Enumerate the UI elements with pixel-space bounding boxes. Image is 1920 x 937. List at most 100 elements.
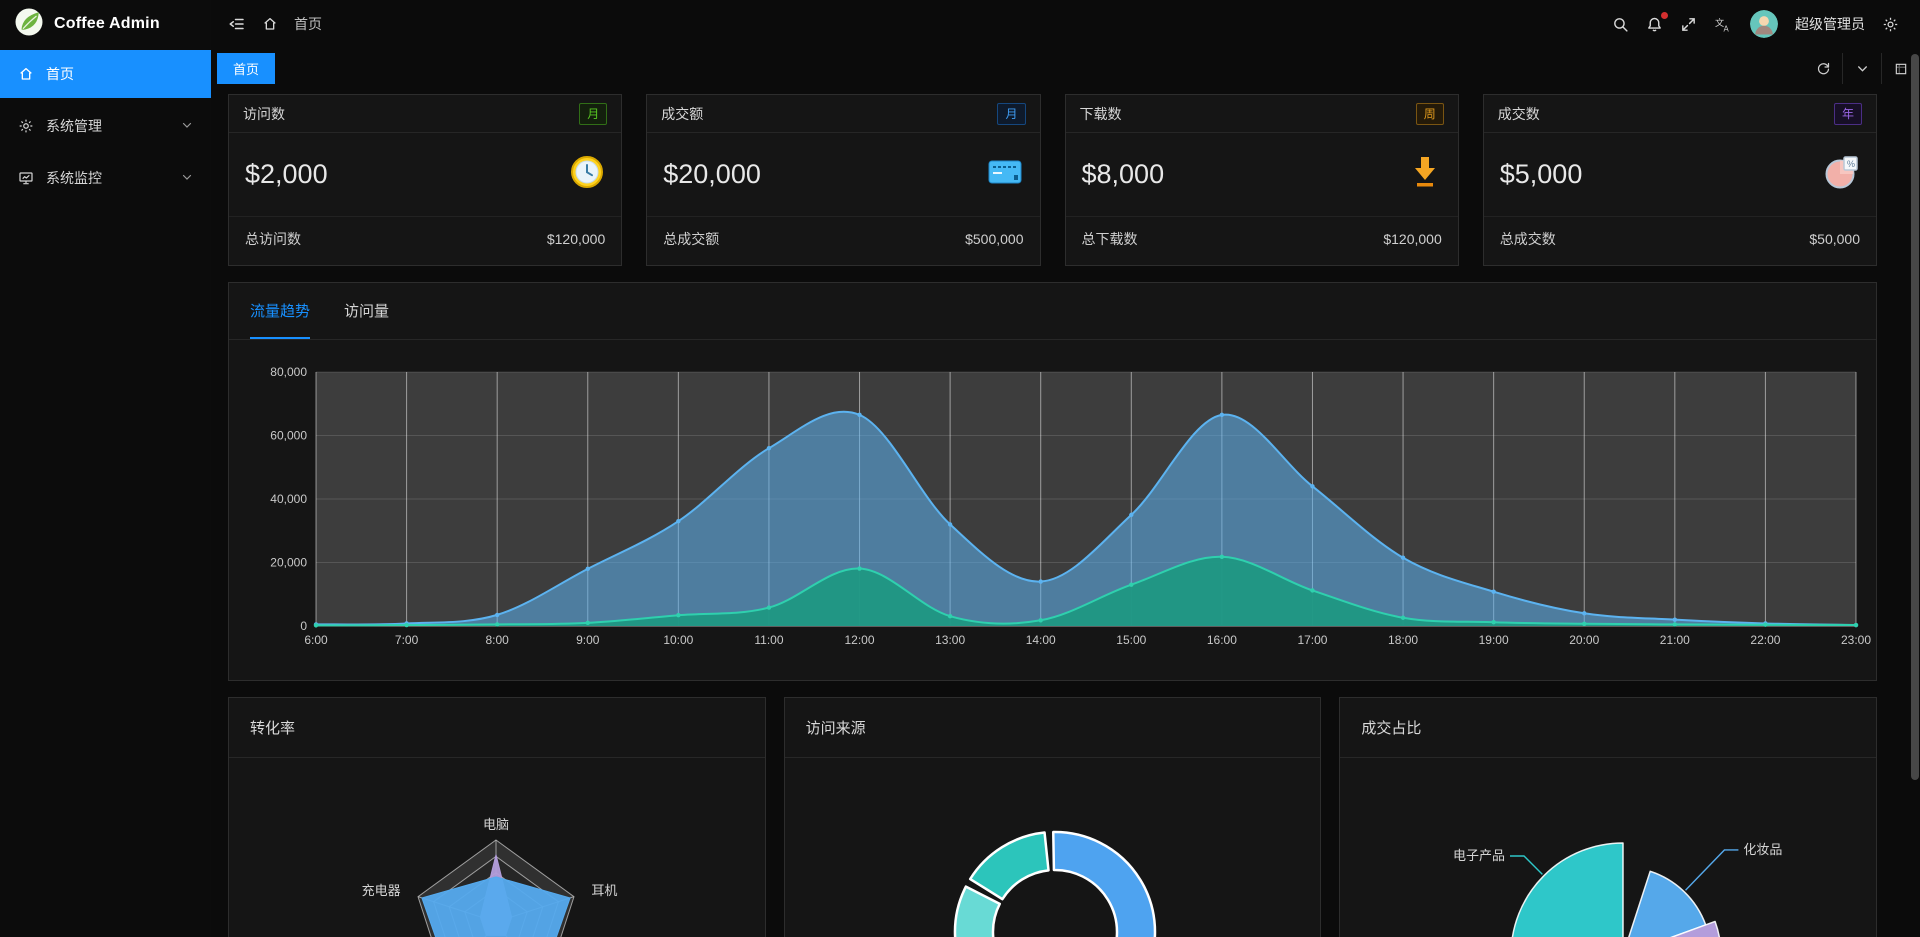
stat-total-value: $120,000: [1383, 231, 1442, 247]
svg-text:电子产品: 电子产品: [1453, 848, 1505, 863]
deal-share-rose-chart: 电子产品 化妆品: [1453, 842, 1783, 937]
fullscreen-icon[interactable]: [1680, 16, 1697, 33]
stat-total-label: 总下载数: [1081, 231, 1138, 247]
svg-text:8:00: 8:00: [485, 633, 509, 647]
svg-text:13:00: 13:00: [935, 633, 965, 647]
svg-text:22:00: 22:00: [1750, 633, 1780, 647]
breadcrumb-home-icon[interactable]: [262, 16, 278, 32]
trend-tabs: 流量趋势 访问量: [229, 283, 1876, 340]
conversion-rate-panel: 转化率 电脑充电器 耳机: [228, 697, 766, 937]
tab-controls: [1804, 53, 1920, 84]
breadcrumb[interactable]: 首页: [294, 16, 322, 32]
svg-text:9:00: 9:00: [576, 633, 600, 647]
svg-text:60,000: 60,000: [270, 429, 307, 443]
sidebar-item-home[interactable]: 首页: [0, 50, 211, 98]
svg-text:A: A: [1724, 24, 1730, 32]
sidebar: Coffee Admin 首页 系统管理: [0, 0, 211, 937]
menu-fold-icon[interactable]: [228, 15, 246, 33]
logo-row[interactable]: Coffee Admin: [0, 0, 211, 48]
stat-card-title: 成交额: [661, 105, 704, 122]
stat-total-label: 总访问数: [245, 231, 301, 247]
stat-total-label: 总成交数: [1499, 231, 1556, 247]
svg-text:11:00: 11:00: [754, 633, 783, 647]
period-badge: 年: [1833, 102, 1862, 125]
app-title: Coffee Admin: [54, 15, 160, 32]
home-icon: [18, 66, 34, 82]
stat-card-title: 成交数: [1497, 105, 1540, 122]
svg-text:10:00: 10:00: [663, 633, 693, 647]
traffic-trend-panel: 流量趋势 访问量 0 20,000 40,000 60,000 80,000 6:00 7:…: [228, 282, 1877, 681]
svg-text:40,000: 40,000: [270, 492, 307, 506]
sidebar-item-system-admin[interactable]: 系统管理: [0, 102, 211, 150]
download-icon: [1408, 154, 1442, 195]
refresh-icon[interactable]: [1804, 53, 1842, 84]
svg-text:充电器: 充电器: [362, 883, 401, 898]
stat-card-value: $8,000: [1081, 159, 1165, 189]
monitor-chart-icon: [18, 170, 34, 186]
sidebar-item-label: 系统管理: [46, 118, 102, 134]
traffic-trend-chart: 0 20,000 40,000 60,000 80,000 6:00 7:00 8:00 9:0…: [270, 365, 1871, 647]
stat-card-visits: 访问数 月 $2,000 总访问数 $120,000: [228, 94, 623, 266]
svg-text:化妆品: 化妆品: [1744, 842, 1783, 857]
stat-card-deal-count: 成交数 年 $5,000 % 总成交数 $50,000: [1482, 94, 1877, 266]
gear-icon: [18, 118, 34, 134]
bottom-panels-row: 转化率 电脑 充电器 耳机 访问来源 成交占比 电子产品 化妆品: [228, 697, 1878, 937]
sidebar-item-label: 首页: [46, 66, 74, 82]
svg-text:20,000: 20,000: [270, 556, 307, 570]
notification-dot: [1661, 11, 1668, 19]
panel-title: 转化率: [250, 720, 296, 737]
page-tabbar: 首页: [211, 48, 1920, 84]
stat-card-title: 下载数: [1079, 105, 1122, 122]
avatar[interactable]: [1750, 10, 1778, 38]
svg-text:16:00: 16:00: [1207, 633, 1237, 647]
visit-source-panel: 访问来源: [783, 697, 1322, 937]
svg-text:文: 文: [1715, 16, 1724, 27]
leaf-logo-icon: [14, 7, 44, 42]
deal-share-panel: 成交占比 电子产品 化妆品: [1339, 697, 1878, 937]
tab-traffic-trend[interactable]: 流量趋势: [250, 283, 311, 339]
bell-icon[interactable]: [1646, 11, 1668, 33]
stat-card-value: $2,000: [245, 159, 328, 189]
chevron-down-icon: [181, 118, 193, 134]
stat-card-downloads: 下载数 周 $8,000 总下载数 $120,000: [1064, 94, 1459, 266]
svg-text:7:00: 7:00: [395, 633, 419, 647]
svg-text:17:00: 17:00: [1297, 633, 1327, 647]
stat-card-value: $20,000: [663, 159, 761, 189]
svg-text:%: %: [1847, 159, 1855, 169]
content-area: 访问数 月 $2,000 总访问数 $120,000: [211, 84, 1920, 937]
tab-visits[interactable]: 访问量: [344, 302, 390, 320]
svg-text:15:00: 15:00: [1116, 633, 1146, 647]
tab-home[interactable]: 首页: [217, 53, 276, 84]
visit-source-donut-chart: [953, 830, 1156, 937]
stat-total-value: $500,000: [965, 231, 1024, 247]
chevron-down-icon[interactable]: [1843, 53, 1881, 84]
svg-text:6:00: 6:00: [304, 633, 328, 647]
maximize-icon[interactable]: [1882, 53, 1920, 84]
svg-text:14:00: 14:00: [1026, 633, 1056, 647]
stat-card-deal-amount: 成交额 月 $20,000 总成交额 $500,000: [646, 94, 1041, 266]
panel-title: 访问来源: [805, 720, 866, 737]
scrollbar-thumb[interactable]: [1911, 54, 1919, 780]
svg-text:80,000: 80,000: [270, 365, 307, 379]
username[interactable]: 超级管理员: [1795, 16, 1865, 32]
credit-card-icon: [986, 155, 1024, 194]
period-badge: 周: [1415, 102, 1444, 125]
stat-total-value: $120,000: [546, 231, 606, 247]
sidebar-item-system-monitor[interactable]: 系统监控: [0, 154, 211, 202]
svg-text:耳机: 耳机: [591, 883, 617, 898]
svg-text:23:00: 23:00: [1841, 633, 1871, 647]
settings-gear-icon[interactable]: [1882, 16, 1899, 33]
svg-text:12:00: 12:00: [845, 633, 875, 647]
page-scrollbar[interactable]: [1911, 50, 1919, 934]
svg-text:电脑: 电脑: [483, 817, 509, 832]
period-badge: 月: [579, 102, 608, 125]
stat-cards-row: 访问数 月 $2,000 总访问数 $120,000: [228, 94, 1877, 266]
search-icon[interactable]: [1612, 16, 1629, 33]
stat-total-value: $50,000: [1809, 231, 1860, 247]
stat-total-label: 总成交额: [663, 231, 720, 247]
